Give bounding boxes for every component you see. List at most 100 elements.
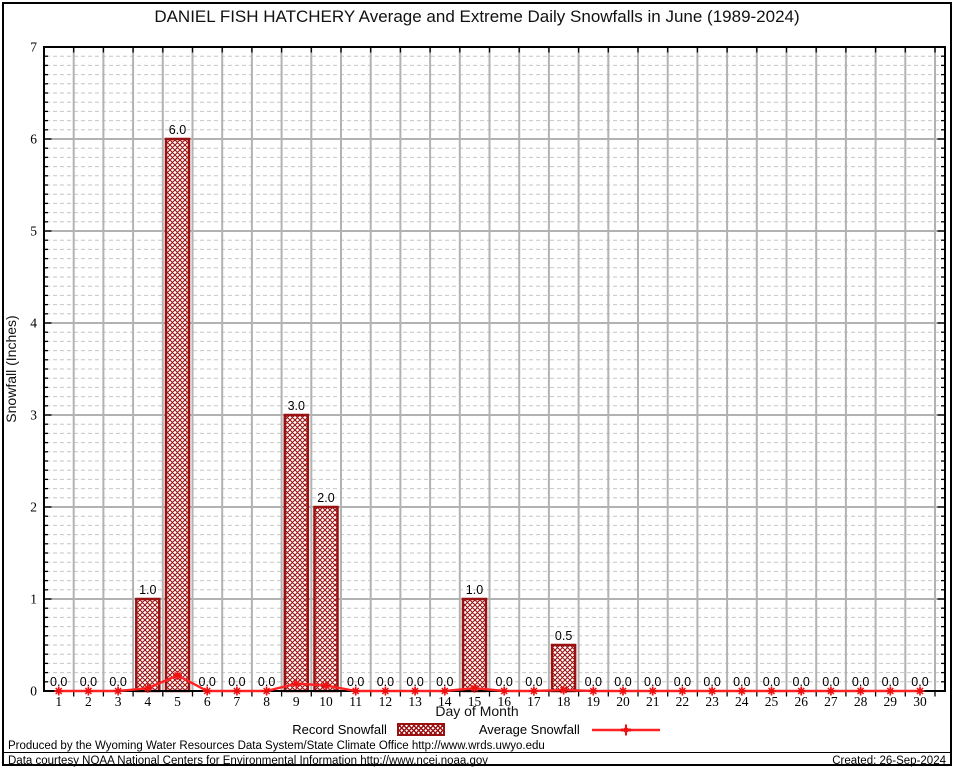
svg-text:22: 22	[676, 694, 690, 709]
svg-text:0.0: 0.0	[644, 675, 661, 689]
svg-text:0.0: 0.0	[703, 675, 720, 689]
svg-text:0: 0	[30, 684, 37, 699]
footer-separator	[2, 752, 952, 753]
grid-minor	[46, 55, 943, 683]
svg-text:7: 7	[234, 694, 241, 709]
svg-text:0.5: 0.5	[555, 629, 572, 643]
svg-text:20: 20	[616, 694, 630, 709]
svg-text:2.0: 2.0	[317, 491, 334, 505]
svg-text:0.0: 0.0	[674, 675, 691, 689]
svg-text:0.0: 0.0	[109, 675, 126, 689]
svg-text:21: 21	[646, 694, 660, 709]
grid-vertical	[72, 48, 936, 690]
x-axis-label: Day of Month	[435, 703, 519, 719]
svg-text:23: 23	[705, 694, 719, 709]
svg-text:5: 5	[174, 694, 181, 709]
svg-text:10: 10	[319, 694, 333, 709]
svg-text:0.0: 0.0	[50, 675, 67, 689]
svg-text:29: 29	[884, 694, 898, 709]
legend-record-label: Record Snowfall	[292, 722, 387, 737]
legend-record-item: Record Snowfall	[292, 722, 445, 737]
svg-text:0.0: 0.0	[585, 675, 602, 689]
axis-ticks	[44, 47, 945, 697]
svg-text:12: 12	[379, 694, 393, 709]
record-bar-day-10	[313, 505, 339, 693]
footer-bottom-row: Data courtesy NOAA National Centers for …	[8, 755, 946, 767]
svg-text:0.0: 0.0	[793, 675, 810, 689]
svg-text:24: 24	[735, 694, 749, 709]
svg-text:0.0: 0.0	[882, 675, 899, 689]
average-line-icon	[591, 724, 660, 735]
footer-data-courtesy: Data courtesy NOAA National Centers for …	[8, 755, 489, 767]
legend-average-item: Average Snowfall	[479, 722, 662, 737]
record-bar-day-15	[461, 597, 488, 693]
svg-text:15: 15	[468, 694, 482, 709]
svg-text:0.0: 0.0	[525, 675, 542, 689]
average-snowfall-line	[58, 674, 920, 693]
svg-text:0.0: 0.0	[436, 675, 453, 689]
svg-text:16: 16	[497, 694, 511, 709]
svg-text:25: 25	[765, 694, 779, 709]
svg-text:0.0: 0.0	[258, 675, 275, 689]
svg-text:26: 26	[794, 694, 808, 709]
svg-text:4: 4	[144, 694, 151, 709]
svg-text:0.0: 0.0	[822, 675, 839, 689]
record-bar-day-18	[550, 643, 577, 693]
svg-text:1: 1	[30, 592, 37, 607]
svg-text:1: 1	[55, 694, 62, 709]
footer-created: Created: 26-Sep-2024	[832, 755, 946, 767]
y-axis-label: Snowfall (Inches)	[3, 315, 19, 422]
record-bar-day-5	[164, 137, 191, 693]
y-tick-labels: 0 1 2 3 4 5 6 7	[30, 40, 37, 699]
svg-text:0.0: 0.0	[852, 675, 869, 689]
svg-text:0.0: 0.0	[733, 675, 750, 689]
svg-text:0.0: 0.0	[614, 675, 631, 689]
svg-text:0.0: 0.0	[199, 675, 216, 689]
svg-text:6.0: 6.0	[169, 123, 186, 137]
svg-text:6: 6	[30, 132, 37, 147]
svg-text:7: 7	[30, 40, 37, 55]
svg-text:0.0: 0.0	[377, 675, 394, 689]
svg-text:9: 9	[293, 694, 300, 709]
svg-text:17: 17	[527, 694, 541, 709]
svg-text:0.0: 0.0	[763, 675, 780, 689]
svg-text:3: 3	[30, 408, 37, 423]
svg-text:1.0: 1.0	[466, 583, 483, 597]
svg-text:2: 2	[85, 694, 92, 709]
bars-group	[135, 137, 577, 693]
svg-text:0.0: 0.0	[80, 675, 97, 689]
svg-text:0.0: 0.0	[228, 675, 245, 689]
record-bar-day-9	[283, 413, 310, 693]
svg-text:6: 6	[204, 694, 211, 709]
legend: Record Snowfall Average Snowfall	[0, 722, 954, 737]
record-bar-day-4	[135, 597, 161, 693]
legend-average-label: Average Snowfall	[478, 722, 580, 737]
average-snowfall-markers	[54, 670, 925, 696]
svg-text:30: 30	[913, 694, 927, 709]
footer-produced-by: Produced by the Wyoming Water Resources …	[8, 740, 545, 752]
svg-text:3.0: 3.0	[288, 399, 305, 413]
svg-text:0.0: 0.0	[496, 675, 513, 689]
svg-text:8: 8	[263, 694, 270, 709]
svg-text:5: 5	[30, 224, 37, 239]
svg-text:1.0: 1.0	[139, 583, 156, 597]
svg-text:19: 19	[587, 694, 601, 709]
svg-text:14: 14	[438, 694, 452, 709]
snowfall-chart-plot: 0.0 0.0 0.0 1.0 6.0 0.0 0.0 0.0 3.0 2.0 0.0 0.0 0.0 0…	[3, 40, 946, 709]
bar-value-labels: 0.0 0.0 0.0 1.0 6.0 0.0 0.0 0.0 3.0 2.0 0.0 0.0 0.0 0…	[50, 123, 929, 689]
svg-text:27: 27	[824, 694, 838, 709]
svg-text:13: 13	[408, 694, 422, 709]
svg-text:4: 4	[30, 316, 37, 331]
svg-text:11: 11	[349, 694, 362, 709]
svg-text:0.0: 0.0	[911, 675, 928, 689]
svg-text:0.0: 0.0	[406, 675, 423, 689]
grid-major	[45, 138, 944, 600]
x-tick-labels: 1 2 3 4 5 6 7 8 9 10 11 12 13 14 15 16 17 18 19 20 21 22 23 24 2…	[55, 694, 927, 709]
svg-text:18: 18	[557, 694, 571, 709]
svg-text:28: 28	[854, 694, 868, 709]
record-snowfall-swatch-icon	[396, 723, 445, 736]
svg-text:3: 3	[115, 694, 122, 709]
svg-text:2: 2	[30, 500, 37, 515]
chart-title: DANIEL FISH HATCHERY Average and Extreme…	[154, 7, 800, 26]
